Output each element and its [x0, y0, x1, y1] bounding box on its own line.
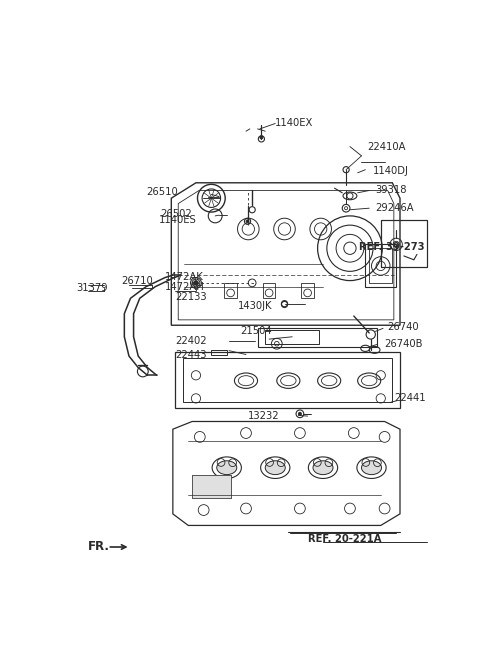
Circle shape	[194, 281, 197, 284]
Text: REF. 20-221A: REF. 20-221A	[308, 534, 381, 544]
Text: 22410A: 22410A	[368, 142, 406, 152]
Bar	[301, 283, 314, 298]
Circle shape	[299, 412, 301, 415]
Text: FR.: FR.	[88, 541, 110, 553]
Bar	[263, 283, 275, 298]
Text: 26710: 26710	[121, 275, 153, 286]
Text: 39318: 39318	[375, 185, 407, 196]
Text: 26740B: 26740B	[384, 340, 423, 350]
Text: 29246A: 29246A	[375, 203, 414, 214]
Bar	[265, 330, 319, 344]
Text: 1140DJ: 1140DJ	[373, 166, 409, 176]
Ellipse shape	[313, 461, 333, 474]
Text: 26510: 26510	[146, 187, 178, 197]
Ellipse shape	[217, 461, 237, 474]
Text: 1472AH: 1472AH	[165, 282, 205, 292]
Bar	[192, 476, 230, 499]
Ellipse shape	[361, 461, 382, 474]
Text: 22402: 22402	[175, 336, 207, 346]
Circle shape	[246, 219, 249, 223]
Text: 1430JK: 1430JK	[238, 301, 273, 311]
Text: 22443: 22443	[175, 350, 207, 359]
Text: 13232: 13232	[248, 411, 279, 421]
Text: 22441: 22441	[395, 394, 426, 403]
Text: 31379: 31379	[77, 283, 108, 293]
Bar	[365, 244, 396, 286]
Bar	[258, 328, 377, 347]
Bar	[192, 476, 230, 499]
Text: 1140EX: 1140EX	[275, 118, 313, 127]
Ellipse shape	[265, 461, 285, 474]
Text: 1472AK: 1472AK	[165, 272, 204, 282]
Circle shape	[193, 281, 198, 285]
Text: 1140ES: 1140ES	[159, 215, 197, 225]
Text: REF. 39-273: REF. 39-273	[359, 242, 425, 252]
Text: 26502: 26502	[160, 208, 192, 219]
Circle shape	[260, 136, 263, 139]
Text: 26740: 26740	[387, 322, 419, 332]
Bar	[381, 219, 427, 267]
Bar	[369, 248, 392, 283]
Bar	[225, 283, 237, 298]
Text: 21504: 21504	[240, 327, 272, 336]
Text: 22133: 22133	[175, 292, 207, 302]
Bar	[381, 219, 427, 267]
